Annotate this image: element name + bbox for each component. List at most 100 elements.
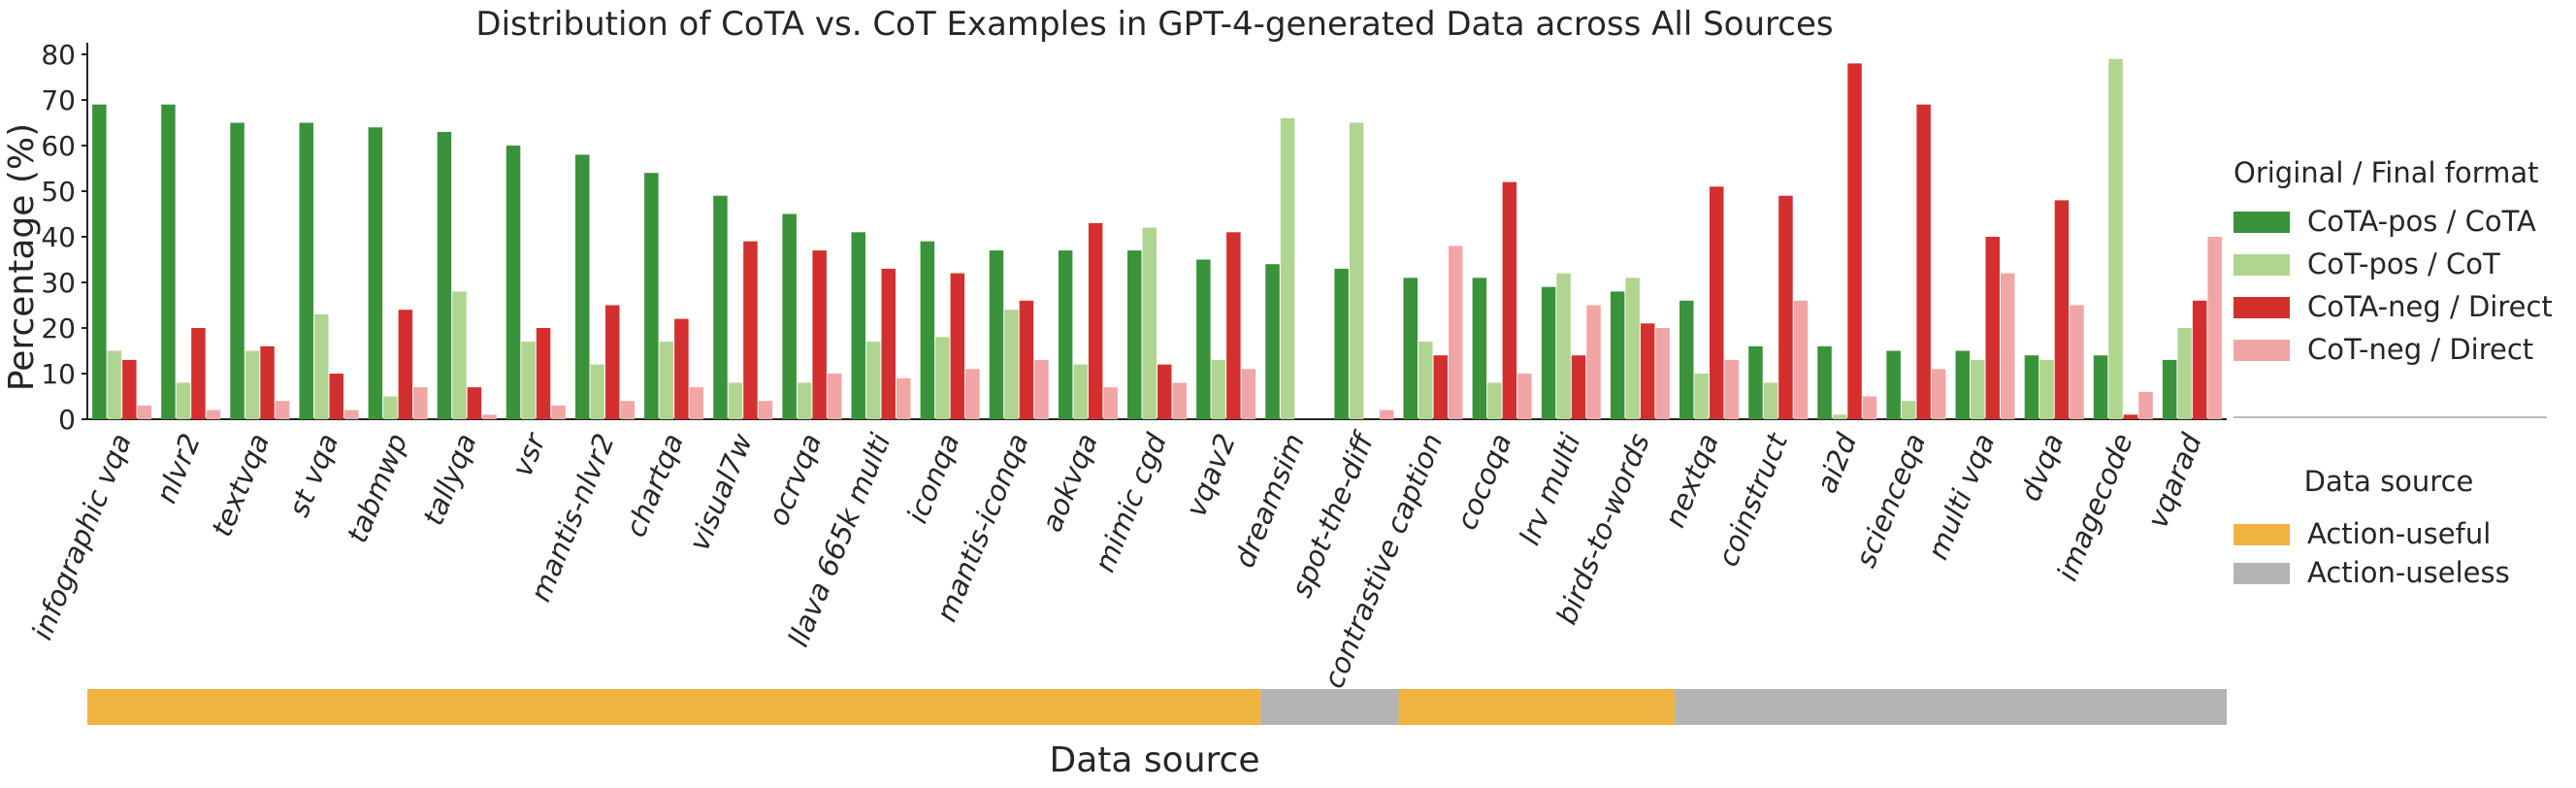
bar-nlvr2-cota-neg-direct [191, 328, 206, 419]
bar-spot-the-diff-cot-pos-cot [1349, 122, 1364, 419]
bar-vqarad-cot-neg-direct [2207, 237, 2222, 419]
y-tick-label: 80 [41, 39, 76, 71]
x-tick-label-tabmwp: tabmwp [341, 429, 414, 547]
bar-ai2d-cota-neg-direct [1847, 63, 1862, 420]
bar-coinstruct-cota-pos-cota [1748, 345, 1763, 419]
bar-scienceqa-cota-neg-direct [1916, 104, 1931, 419]
bar-textvqa-cot-neg-direct [275, 401, 290, 419]
bar-ocrvqa-cota-neg-direct [812, 250, 827, 419]
bar-dvqa-cot-pos-cot [2039, 359, 2054, 419]
bar-tabmwp-cota-pos-cota [368, 127, 383, 419]
bar-mantis-nlvr2-cot-pos-cot [590, 364, 604, 419]
x-tick-label-visual7w: visual7w [682, 429, 759, 555]
source-band-action-useful [1398, 689, 1675, 725]
bar-vqav2-cota-pos-cota [1196, 259, 1211, 419]
bar-nextqa-cot-pos-cot [1694, 374, 1709, 419]
bar-mimic-cgd-cota-neg-direct [1158, 364, 1172, 419]
bar-imagecode-cota-neg-direct [2123, 414, 2138, 419]
bar-iconqa-cot-neg-direct [965, 369, 980, 419]
bar-tallyqa-cot-pos-cot [452, 291, 467, 419]
bar-llava-665k-multi-cot-pos-cot [866, 342, 881, 419]
bar-contrastive-caption-cota-neg-direct [1433, 355, 1448, 419]
bar-cocoqa-cota-pos-cota [1472, 278, 1487, 419]
bar-birds-to-words-cota-pos-cota [1610, 291, 1625, 419]
bar-textvqa-cota-pos-cota [230, 122, 245, 419]
bar-vsr-cota-pos-cota [505, 146, 521, 419]
bar-nlvr2-cota-pos-cota [161, 104, 176, 419]
bar-scienceqa-cot-pos-cot [1901, 401, 1916, 419]
bar-mantis-iconqa-cot-pos-cot [1004, 310, 1019, 419]
bar-imagecode-cota-pos-cota [2093, 355, 2108, 419]
bar-lrv-multi-cota-pos-cota [1541, 286, 1556, 419]
legend-label-action-useful: Action-useful [2307, 517, 2491, 550]
bar-st-vqa-cot-neg-direct [344, 410, 359, 419]
bar-chartqa-cot-pos-cot [659, 342, 674, 419]
bar-tallyqa-cot-neg-direct [482, 414, 497, 419]
bar-mantis-iconqa-cota-pos-cota [989, 250, 1004, 419]
x-tick-label-lrv-multi: lrv multi [1513, 429, 1587, 549]
bar-tallyqa-cota-neg-direct [467, 387, 482, 419]
legend-swatch-action-useless [2234, 563, 2290, 584]
bar-birds-to-words-cot-neg-direct [1655, 328, 1670, 419]
x-tick-label-cocoqa: cocoqa [1450, 429, 1517, 535]
bar-contrastive-caption-cota-pos-cota [1403, 278, 1418, 419]
bar-aokvqa-cot-neg-direct [1103, 387, 1118, 419]
bar-spot-the-diff-cot-neg-direct [1379, 410, 1394, 419]
bar-birds-to-words-cota-neg-direct [1640, 323, 1655, 419]
bar-visual7w-cot-neg-direct [758, 401, 773, 419]
bar-multi-vqa-cot-neg-direct [2001, 273, 2015, 419]
x-tick-label-scienceqa: scienceqa [1848, 429, 1932, 572]
bar-aokvqa-cot-pos-cot [1073, 364, 1088, 419]
bar-iconqa-cota-neg-direct [950, 273, 965, 419]
y-tick-label: 50 [41, 176, 76, 208]
legend-label-cota-pos-cota: CoTA-pos / CoTA [2307, 205, 2536, 238]
bar-ai2d-cot-pos-cot [1832, 414, 1847, 419]
legend-swatch-action-useful [2234, 524, 2290, 545]
bar-cocoqa-cot-pos-cot [1487, 382, 1502, 419]
bar-visual7w-cota-neg-direct [743, 241, 758, 419]
bar-scienceqa-cot-neg-direct [1931, 369, 1946, 419]
legend-swatch-cot-pos-cot [2234, 254, 2290, 276]
bar-textvqa-cota-neg-direct [260, 345, 275, 419]
bar-nextqa-cot-neg-direct [1724, 359, 1739, 419]
bar-chartqa-cota-neg-direct [674, 318, 689, 419]
bar-multi-vqa-cot-pos-cot [1971, 359, 1985, 419]
bar-contrastive-caption-cot-pos-cot [1418, 342, 1433, 419]
x-tick-label-dreamsim: dreamsim [1227, 429, 1311, 573]
bar-imagecode-cot-pos-cot [2108, 58, 2123, 419]
bar-mantis-iconqa-cot-neg-direct [1034, 359, 1049, 419]
bar-vqav2-cot-pos-cot [1211, 359, 1226, 419]
x-tick-label-tallyqa: tallyqa [416, 429, 482, 530]
bar-vsr-cot-neg-direct [551, 405, 566, 419]
bar-cocoqa-cot-neg-direct [1517, 374, 1532, 419]
bar-lrv-multi-cot-neg-direct [1586, 305, 1601, 419]
legend-source: Data source Action-useful Action-useless [2234, 465, 2510, 589]
bar-nlvr2-cot-pos-cot [176, 382, 191, 419]
x-tick-label-vqav2: vqav2 [1179, 429, 1242, 521]
x-tick-label-ocrvqa: ocrvqa [762, 429, 829, 530]
bar-tallyqa-cota-pos-cota [437, 131, 452, 419]
bar-st-vqa-cot-pos-cot [314, 313, 329, 419]
x-tick-label-coinstruct: coinstruct [1712, 427, 1795, 571]
bar-cocoqa-cota-neg-direct [1502, 181, 1517, 419]
bar-aokvqa-cota-pos-cota [1058, 250, 1073, 419]
bar-dvqa-cot-neg-direct [2070, 305, 2084, 419]
x-tick-label-vqarad: vqarad [2140, 428, 2208, 532]
x-tick-label-st-vqa: st vqa [282, 429, 345, 521]
bar-vsr-cot-pos-cot [521, 342, 536, 419]
x-tick-label-multi-vqa: multi vqa [1921, 429, 2002, 564]
legend-label-cota-neg-direct: CoTA-neg / Direct [2307, 290, 2553, 323]
bar-nextqa-cota-neg-direct [1710, 186, 1724, 419]
bar-aokvqa-cota-neg-direct [1088, 222, 1103, 419]
bar-coinstruct-cot-neg-direct [1793, 300, 1809, 419]
bar-infographic-vqa-cot-neg-direct [137, 405, 152, 419]
legend-swatch-cota-neg-direct [2234, 297, 2290, 318]
legend-label-action-useless: Action-useless [2307, 556, 2510, 589]
bar-vqav2-cota-neg-direct [1226, 232, 1241, 419]
bars-group [92, 58, 2222, 420]
bar-contrastive-caption-cot-neg-direct [1449, 246, 1463, 419]
bar-dvqa-cota-neg-direct [2054, 200, 2070, 419]
source-band-action-useful [87, 689, 1261, 725]
